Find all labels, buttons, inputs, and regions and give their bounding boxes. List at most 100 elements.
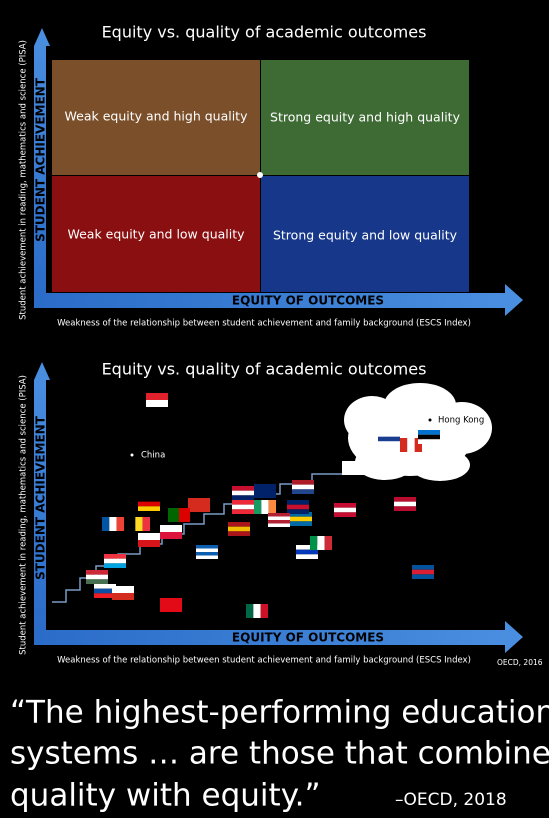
flag-stripe [86, 570, 108, 575]
flag-icon [342, 461, 364, 475]
flag-stripe [268, 523, 290, 527]
y-axis-label: STUDENT ACHIEVEMENT [34, 415, 48, 580]
flag-icon [160, 525, 182, 539]
flag-icon [290, 512, 312, 526]
flag-stripe [179, 508, 190, 522]
x-axis-note: Weakness of the relationship between stu… [57, 656, 471, 666]
flag-stripe [334, 507, 356, 513]
flag-stripe [296, 554, 318, 559]
flag-icon [292, 480, 314, 494]
flag-icon [246, 604, 268, 618]
flag-icon [296, 545, 318, 559]
flag-stripe [310, 536, 318, 550]
x-axis-note: Weakness of the relationship between stu… [57, 319, 471, 329]
flag-stripe [142, 517, 150, 531]
flag-icon [188, 498, 210, 512]
flag-stripe [253, 604, 261, 618]
flag-stripe [138, 540, 160, 547]
quadrant [52, 60, 260, 175]
quadrant-label: Weak equity and high quality [65, 109, 249, 124]
y-arrow [34, 28, 50, 293]
source: OECD, 2016 [497, 658, 543, 667]
flag-stripe [412, 569, 434, 575]
origin-dot [257, 172, 263, 178]
flag-stripe [232, 495, 254, 500]
flag-stripe [128, 517, 136, 531]
flag-stripe [342, 468, 364, 475]
y-axis-label: STUDENT ACHIEVEMENT [34, 77, 48, 242]
flag-stripe [268, 513, 290, 517]
point-dot [130, 453, 134, 457]
flag-stripe [268, 516, 290, 520]
point-label: Hong Kong [438, 416, 484, 426]
flag-stripe [86, 579, 108, 584]
flag-icon [86, 570, 108, 584]
flag-stripe [104, 554, 126, 559]
title: Equity vs. quality of academic outcomes [102, 360, 427, 379]
flag-stripe [287, 509, 309, 514]
flag-stripe [196, 552, 218, 556]
flag-icon [334, 503, 356, 517]
flag-icon [268, 513, 290, 527]
flag-stripe [104, 563, 126, 568]
flag-stripe [292, 484, 314, 490]
flag-stripe [196, 548, 218, 552]
flag-stripe [412, 565, 434, 570]
flag-stripe [232, 500, 254, 505]
flag-stripe [86, 574, 108, 580]
flag-stripe [196, 555, 218, 559]
flag-stripe [287, 500, 309, 505]
flag-stripe [168, 508, 179, 522]
flag-stripe [232, 486, 254, 491]
flag-icon [400, 438, 422, 452]
quote-attribution: –OECD, 2018 [395, 790, 507, 810]
flag-stripe [112, 593, 134, 600]
flag-stripe [228, 526, 250, 532]
flag-icon [104, 554, 126, 568]
flag-stripe [146, 400, 168, 407]
flag-stripe [418, 439, 440, 444]
flag-stripe [135, 517, 143, 531]
flag-icon [128, 517, 150, 531]
flag-stripe [400, 438, 408, 452]
x-arrow [34, 284, 523, 316]
point-dot [428, 418, 432, 422]
flag-stripe [94, 584, 116, 589]
flag-stripe [290, 521, 312, 526]
flag-stripe [378, 432, 400, 437]
flag-stripe [334, 503, 356, 508]
flag-stripe [160, 605, 182, 612]
flag-stripe [232, 504, 254, 510]
panel-1: Equity vs. quality of academic outcomes … [19, 23, 523, 329]
flag-stripe [160, 598, 182, 605]
flag-icon [287, 500, 309, 514]
flag-stripe [109, 517, 117, 531]
flag-stripe [138, 533, 160, 540]
quote-line: quality with equity.” [10, 778, 321, 814]
flag-stripe [196, 545, 218, 549]
x-arrow [34, 621, 523, 653]
flag-stripe [138, 497, 160, 502]
flag-stripe [287, 504, 309, 510]
flag-stripe [292, 480, 314, 485]
flag-stripe [254, 500, 262, 514]
flag-stripe [228, 531, 250, 536]
flag-stripe [317, 536, 325, 550]
panel-2: Equity vs. quality of academic outcomes … [19, 360, 543, 668]
flag-stripe [246, 604, 254, 618]
flag-icon [418, 430, 440, 444]
quadrant [261, 60, 469, 175]
flag-stripe [268, 500, 276, 514]
flag-stripe [290, 516, 312, 522]
flag-stripe [138, 501, 160, 507]
quadrant-label: Strong equity and high quality [270, 110, 461, 125]
flag-icon [372, 413, 394, 427]
flag-stripe [407, 438, 415, 452]
flag-stripe [292, 489, 314, 494]
flag-icon [94, 584, 116, 598]
flag-stripe [116, 517, 124, 531]
flag-icon [196, 545, 218, 559]
flag-icon [232, 486, 254, 500]
flag-icon [254, 484, 276, 498]
flag-icon [254, 500, 276, 514]
